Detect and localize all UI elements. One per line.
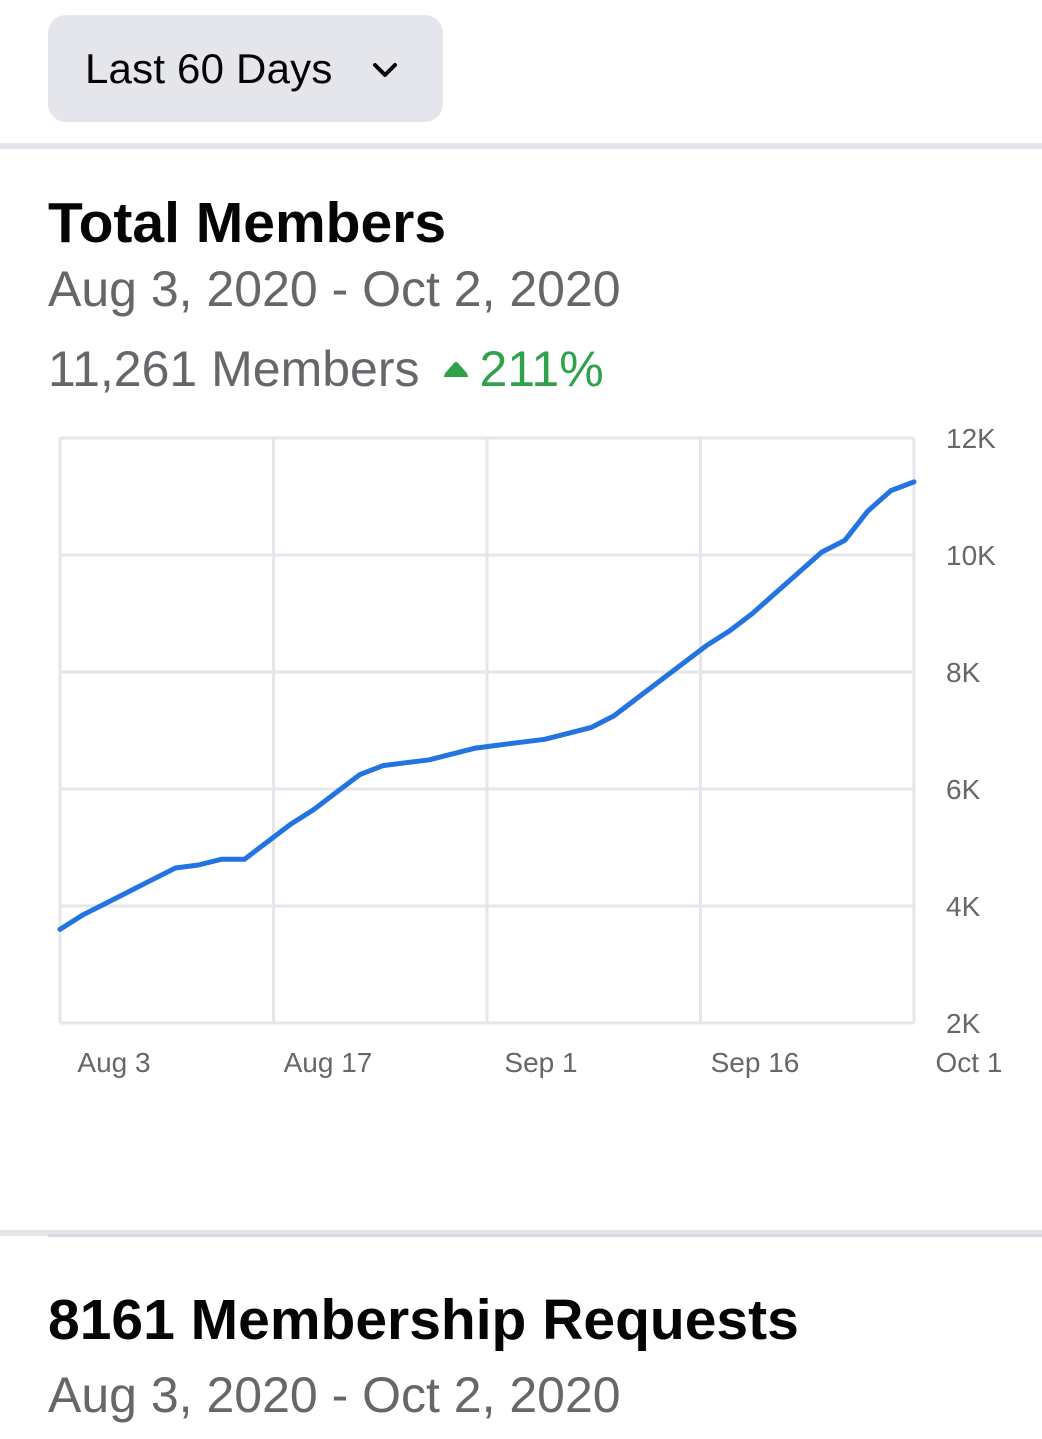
y-tick-label: 6K xyxy=(946,774,981,805)
date-range-label: Last 60 Days xyxy=(85,44,333,92)
growth-percent: 211% xyxy=(479,341,604,397)
members-summary: 11,261 Members 211% xyxy=(48,340,604,398)
members-series-line xyxy=(57,479,917,932)
growth-badge: 211% xyxy=(441,340,604,398)
members-count: 11,261 Members xyxy=(48,341,420,397)
section-divider xyxy=(0,1230,1042,1236)
section-divider xyxy=(0,143,1042,149)
x-tick-label: Oct 1 xyxy=(936,1047,1003,1078)
y-tick-label: 4K xyxy=(946,891,981,922)
y-tick-label: 12K xyxy=(946,423,996,454)
section-divider-line xyxy=(48,1234,1042,1237)
membership-requests-date-range: Aug 3, 2020 - Oct 2, 2020 xyxy=(48,1367,621,1423)
x-tick-label: Aug 17 xyxy=(284,1047,373,1078)
chevron-down-icon xyxy=(373,63,397,77)
y-tick-label: 10K xyxy=(946,540,996,571)
date-range-dropdown[interactable]: Last 60 Days xyxy=(48,15,443,122)
y-tick-label: 8K xyxy=(946,657,981,688)
total-members-date-range: Aug 3, 2020 - Oct 2, 2020 xyxy=(48,261,621,317)
x-tick-label: Aug 3 xyxy=(77,1047,150,1078)
x-tick-label: Sep 16 xyxy=(711,1047,800,1078)
total-members-title: Total Members xyxy=(48,191,447,255)
membership-requests-title: 8161 Membership Requests xyxy=(48,1288,799,1352)
y-tick-label: 2K xyxy=(946,1008,981,1039)
total-members-chart: 12K 10K 8K 6K 4K 2K Aug 3 Aug 17 Sep 1 Sep 16 Oct … xyxy=(57,423,1003,1078)
x-tick-label: Sep 1 xyxy=(504,1047,577,1078)
triangle-up-icon xyxy=(444,362,469,377)
